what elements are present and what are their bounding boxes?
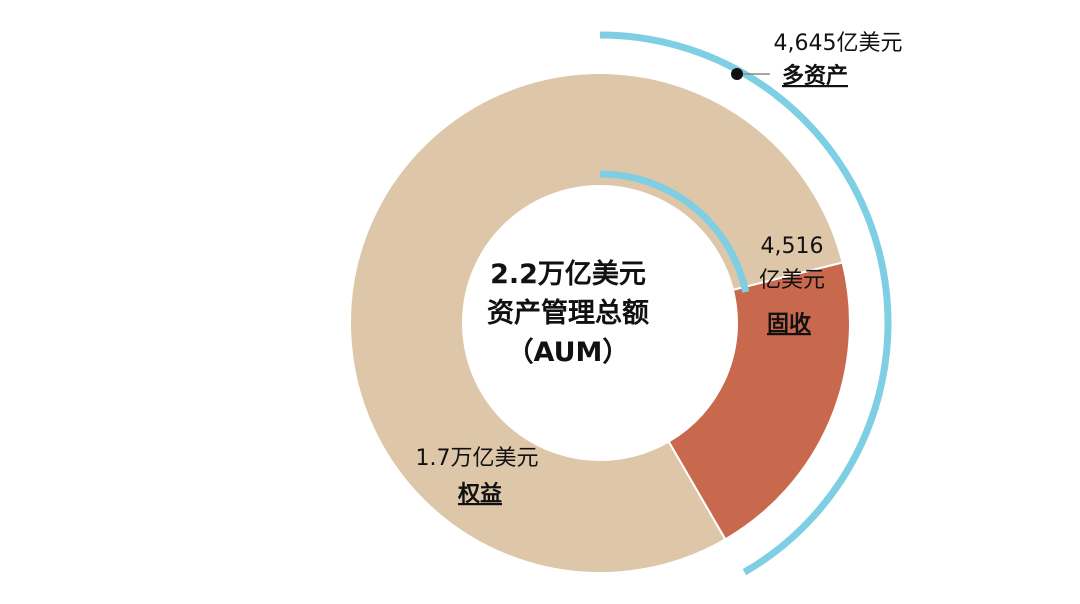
multi-asset-arcs: [599, 31, 892, 576]
fixed-income-slice: [667, 261, 851, 541]
fixed-income-value-label: 4,516: [761, 234, 824, 259]
fixed-income-name-label: 固收: [767, 311, 811, 337]
multi-asset-leader-dot: [731, 68, 743, 80]
multi-asset-value-label: 4,645亿美元: [774, 31, 903, 56]
equity-name-label: 权益: [457, 481, 502, 507]
equity-slice: [349, 72, 844, 574]
fixed-income-unit-label: 亿美元: [759, 268, 825, 293]
multi-asset-inner-arc: [599, 170, 750, 293]
donut-slices: [349, 72, 851, 574]
center-aum-abbrev: （AUM）: [507, 337, 630, 368]
equity-value-label: 1.7万亿美元: [416, 446, 539, 471]
multi-asset-outer-arc: [599, 31, 892, 576]
multi-asset-name-label: 多资产: [782, 63, 848, 89]
center-total-label: 2.2万亿美元: [490, 258, 646, 290]
center-aum-title: 资产管理总额: [487, 298, 649, 329]
